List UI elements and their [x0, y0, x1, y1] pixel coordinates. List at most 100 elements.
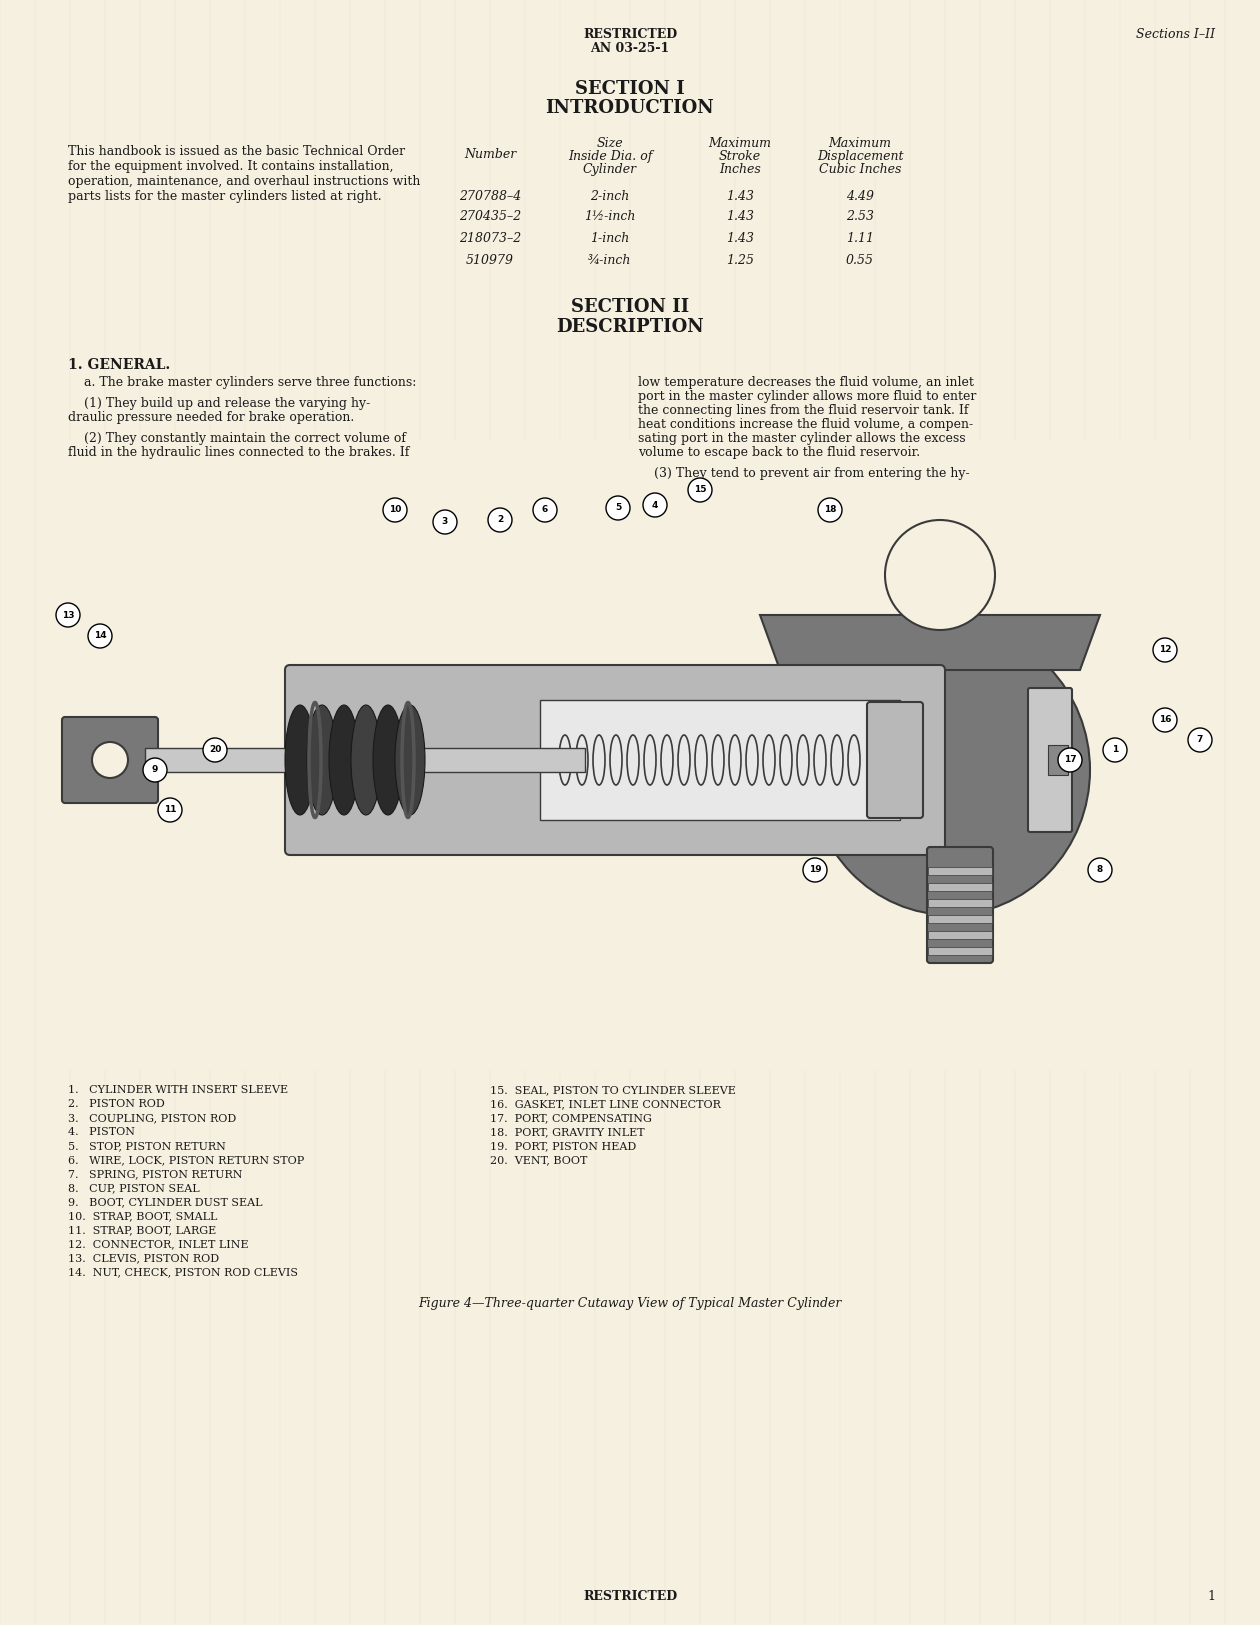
Text: a. The brake master cylinders serve three functions:: a. The brake master cylinders serve thre… — [68, 375, 416, 388]
FancyBboxPatch shape — [929, 868, 992, 874]
Circle shape — [606, 496, 630, 520]
Text: 1: 1 — [1111, 746, 1118, 754]
Text: 8.   CUP, PISTON SEAL: 8. CUP, PISTON SEAL — [68, 1183, 199, 1193]
Text: 8: 8 — [1097, 866, 1102, 874]
Text: Number: Number — [464, 148, 517, 161]
FancyBboxPatch shape — [1028, 687, 1072, 832]
FancyBboxPatch shape — [929, 882, 992, 891]
FancyBboxPatch shape — [929, 915, 992, 923]
FancyBboxPatch shape — [867, 702, 924, 817]
Circle shape — [1087, 858, 1113, 882]
Text: 4.   PISTON: 4. PISTON — [68, 1128, 135, 1138]
Text: 2: 2 — [496, 515, 503, 525]
Text: 19.  PORT, PISTON HEAD: 19. PORT, PISTON HEAD — [490, 1141, 636, 1150]
FancyBboxPatch shape — [927, 847, 993, 964]
Text: 1: 1 — [1207, 1589, 1215, 1602]
Text: 12.  CONNECTOR, INLET LINE: 12. CONNECTOR, INLET LINE — [68, 1238, 248, 1250]
Text: ¾-inch: ¾-inch — [588, 254, 631, 266]
Text: 4: 4 — [651, 500, 658, 510]
Text: 218073–2: 218073–2 — [459, 232, 522, 245]
Text: 1-inch: 1-inch — [591, 232, 630, 245]
Text: 7: 7 — [1197, 736, 1203, 744]
Text: draulic pressure needed for brake operation.: draulic pressure needed for brake operat… — [68, 411, 354, 424]
Text: 1.43: 1.43 — [726, 210, 753, 223]
Ellipse shape — [329, 705, 359, 816]
Text: 3.   COUPLING, PISTON ROD: 3. COUPLING, PISTON ROD — [68, 1113, 237, 1123]
Text: 1½-inch: 1½-inch — [585, 210, 636, 223]
Text: heat conditions increase the fluid volume, a compen-: heat conditions increase the fluid volum… — [638, 418, 973, 431]
Text: port in the master cylinder allows more fluid to enter: port in the master cylinder allows more … — [638, 390, 976, 403]
Text: 9.   BOOT, CYLINDER DUST SEAL: 9. BOOT, CYLINDER DUST SEAL — [68, 1198, 262, 1207]
Text: 3: 3 — [442, 517, 449, 526]
Circle shape — [1058, 748, 1082, 772]
Text: 2-inch: 2-inch — [591, 190, 630, 203]
Circle shape — [688, 478, 712, 502]
Text: Inches: Inches — [719, 162, 761, 176]
Text: 19: 19 — [809, 866, 822, 874]
Circle shape — [203, 738, 227, 762]
Text: 20.  VENT, BOOT: 20. VENT, BOOT — [490, 1155, 587, 1165]
Text: 11.  STRAP, BOOT, LARGE: 11. STRAP, BOOT, LARGE — [68, 1225, 217, 1235]
Text: 16.  GASKET, INLET LINE CONNECTOR: 16. GASKET, INLET LINE CONNECTOR — [490, 1098, 721, 1108]
FancyBboxPatch shape — [62, 717, 158, 803]
Text: 7.   SPRING, PISTON RETURN: 7. SPRING, PISTON RETURN — [68, 1168, 242, 1180]
FancyBboxPatch shape — [145, 748, 585, 772]
Text: 13.  CLEVIS, PISTON ROD: 13. CLEVIS, PISTON ROD — [68, 1253, 219, 1263]
Circle shape — [488, 509, 512, 531]
Text: SECTION I: SECTION I — [575, 80, 685, 98]
Text: 12: 12 — [1159, 645, 1172, 655]
Polygon shape — [760, 614, 1100, 670]
Circle shape — [1153, 639, 1177, 661]
Circle shape — [1153, 708, 1177, 731]
Text: operation, maintenance, and overhaul instructions with: operation, maintenance, and overhaul ins… — [68, 176, 421, 188]
Text: DESCRIPTION: DESCRIPTION — [556, 318, 704, 336]
Text: Displacement: Displacement — [816, 150, 903, 162]
Text: Cylinder: Cylinder — [583, 162, 638, 176]
Ellipse shape — [373, 705, 403, 816]
FancyBboxPatch shape — [285, 665, 945, 855]
Text: 2.53: 2.53 — [845, 210, 874, 223]
Text: volume to escape back to the fluid reservoir.: volume to escape back to the fluid reser… — [638, 445, 920, 458]
Text: 2.   PISTON ROD: 2. PISTON ROD — [68, 1098, 165, 1108]
Circle shape — [1102, 738, 1126, 762]
Text: 14: 14 — [93, 632, 106, 640]
Text: 4.49: 4.49 — [845, 190, 874, 203]
Ellipse shape — [285, 705, 315, 816]
Text: 9: 9 — [151, 765, 159, 775]
Text: (1) They build up and release the varying hy-: (1) They build up and release the varyin… — [68, 396, 370, 410]
Text: fluid in the hydraulic lines connected to the brakes. If: fluid in the hydraulic lines connected t… — [68, 445, 410, 458]
Circle shape — [433, 510, 457, 535]
Text: Cubic Inches: Cubic Inches — [819, 162, 901, 176]
Text: 270435–2: 270435–2 — [459, 210, 522, 223]
Text: AN 03-25-1: AN 03-25-1 — [591, 42, 669, 55]
Ellipse shape — [307, 705, 336, 816]
Text: 15: 15 — [694, 486, 707, 494]
Text: RESTRICTED: RESTRICTED — [583, 1589, 677, 1602]
Text: (3) They tend to prevent air from entering the hy-: (3) They tend to prevent air from enteri… — [638, 466, 970, 479]
Text: INTRODUCTION: INTRODUCTION — [546, 99, 714, 117]
Text: 5.   STOP, PISTON RETURN: 5. STOP, PISTON RETURN — [68, 1141, 226, 1150]
Text: Maximum: Maximum — [708, 136, 771, 150]
Text: Inside Dia. of: Inside Dia. of — [568, 150, 653, 162]
FancyBboxPatch shape — [929, 899, 992, 907]
Circle shape — [818, 497, 842, 522]
Text: RESTRICTED: RESTRICTED — [583, 28, 677, 41]
Text: 1. GENERAL.: 1. GENERAL. — [68, 358, 170, 372]
Text: Stroke: Stroke — [719, 150, 761, 162]
Text: Figure 4—Three-quarter Cutaway View of Typical Master Cylinder: Figure 4—Three-quarter Cutaway View of T… — [418, 1297, 842, 1310]
Text: 1.43: 1.43 — [726, 190, 753, 203]
Text: 1.   CYLINDER WITH INSERT SLEEVE: 1. CYLINDER WITH INSERT SLEEVE — [68, 1086, 289, 1095]
FancyBboxPatch shape — [1048, 744, 1068, 775]
Text: Maximum: Maximum — [829, 136, 892, 150]
Text: 20: 20 — [209, 746, 222, 754]
Text: 15.  SEAL, PISTON TO CYLINDER SLEEVE: 15. SEAL, PISTON TO CYLINDER SLEEVE — [490, 1086, 736, 1095]
Ellipse shape — [394, 705, 425, 816]
Circle shape — [158, 798, 181, 822]
Text: 13: 13 — [62, 611, 74, 619]
Text: This handbook is issued as the basic Technical Order: This handbook is issued as the basic Tec… — [68, 145, 406, 158]
FancyBboxPatch shape — [541, 700, 900, 821]
Text: 6: 6 — [542, 505, 548, 515]
Ellipse shape — [352, 705, 381, 816]
Circle shape — [1188, 728, 1212, 752]
Text: Size: Size — [597, 136, 624, 150]
